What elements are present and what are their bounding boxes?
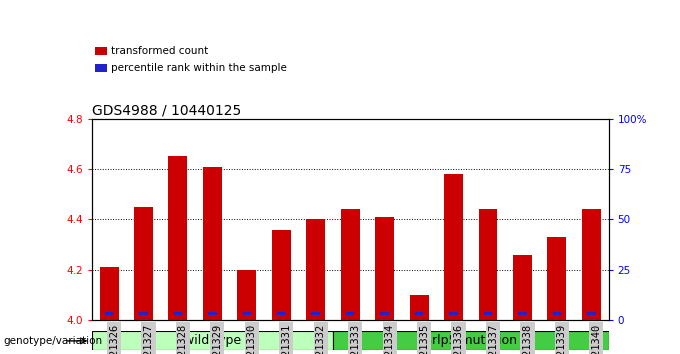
Bar	[203, 166, 222, 320]
Text: GSM921333: GSM921333	[350, 324, 360, 354]
Bar	[105, 312, 114, 315]
Bar	[444, 174, 463, 320]
Text: GSM921332: GSM921332	[316, 324, 326, 354]
Bar	[92, 331, 333, 350]
Text: GSM921335: GSM921335	[419, 324, 429, 354]
Text: Srlp5 mutation: Srlp5 mutation	[424, 334, 517, 347]
Text: wild type: wild type	[184, 334, 241, 347]
Bar	[375, 217, 394, 320]
Bar	[415, 312, 424, 315]
Text: GSM921334: GSM921334	[385, 324, 394, 354]
Bar	[341, 209, 360, 320]
Bar	[306, 219, 325, 320]
Text: GSM921331: GSM921331	[282, 324, 291, 354]
Bar	[449, 312, 458, 315]
Text: GSM921337: GSM921337	[488, 324, 498, 354]
Bar	[173, 312, 182, 315]
Bar	[409, 295, 428, 320]
Bar	[277, 312, 286, 315]
Bar	[237, 270, 256, 320]
Bar	[139, 312, 148, 315]
Text: percentile rank within the sample: percentile rank within the sample	[111, 63, 287, 73]
Text: GSM921338: GSM921338	[522, 324, 532, 354]
Bar	[483, 312, 492, 315]
Bar	[479, 209, 498, 320]
Bar	[513, 255, 532, 320]
Bar	[587, 312, 596, 315]
Bar	[380, 312, 389, 315]
Text: GSM921339: GSM921339	[557, 324, 567, 354]
Text: GSM921327: GSM921327	[143, 324, 154, 354]
Text: GSM921329: GSM921329	[212, 324, 222, 354]
Bar	[553, 312, 561, 315]
Bar	[243, 312, 251, 315]
Text: GSM921328: GSM921328	[178, 324, 188, 354]
Text: GSM921330: GSM921330	[247, 324, 257, 354]
Text: GDS4988 / 10440125: GDS4988 / 10440125	[92, 103, 241, 118]
Bar	[311, 312, 320, 315]
Bar	[99, 267, 118, 320]
Bar	[346, 312, 354, 315]
Text: genotype/variation: genotype/variation	[3, 336, 103, 346]
Text: transformed count: transformed count	[111, 46, 208, 56]
Bar	[272, 229, 291, 320]
Bar	[333, 331, 609, 350]
Bar	[208, 312, 217, 315]
Bar	[582, 209, 601, 320]
Text: GSM921336: GSM921336	[454, 324, 464, 354]
Text: GSM921340: GSM921340	[592, 324, 601, 354]
Bar	[547, 237, 566, 320]
Bar	[169, 156, 188, 320]
Bar	[134, 207, 153, 320]
Text: GSM921326: GSM921326	[109, 324, 119, 354]
Bar	[518, 312, 527, 315]
